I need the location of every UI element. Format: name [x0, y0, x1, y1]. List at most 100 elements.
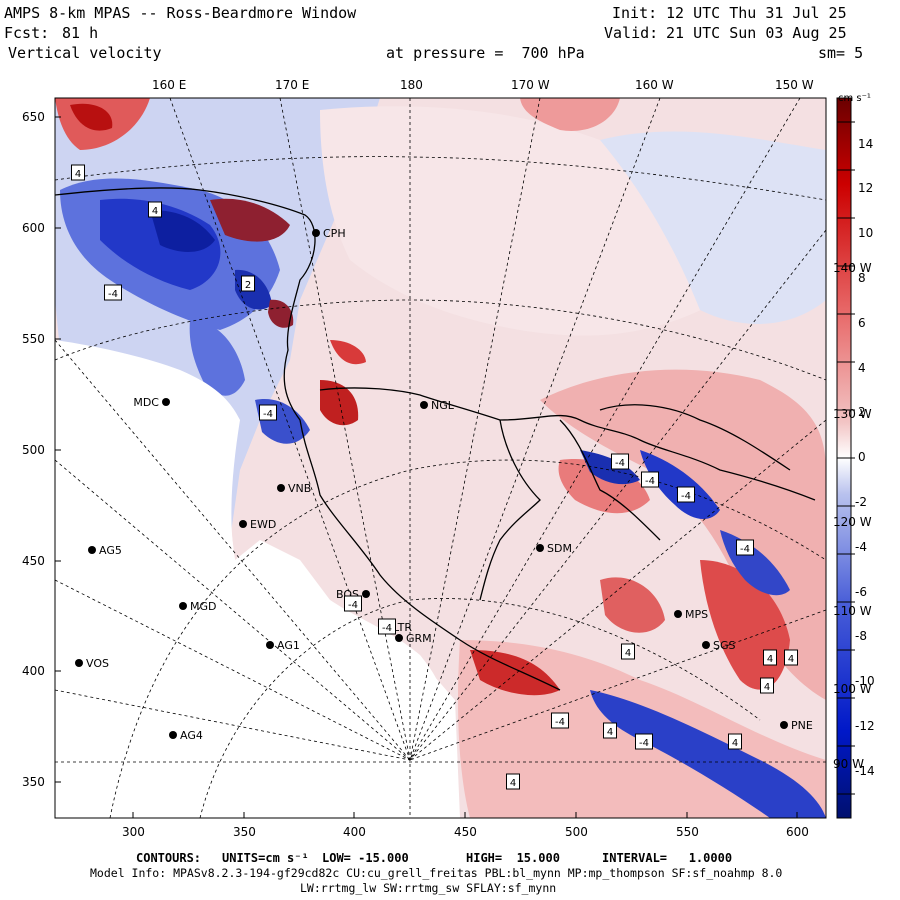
x-tick-label: 600: [786, 825, 809, 839]
contour-label-text: 4: [607, 727, 613, 738]
station-label: MPS: [685, 608, 708, 621]
station-label: PNE: [791, 719, 813, 732]
colorbar-label: 0: [858, 450, 866, 464]
init-time: 12 UTC Thu 31 Jul 25: [666, 4, 847, 22]
contour-label-box: -4: [551, 712, 569, 729]
contour-label-text: -4: [108, 289, 118, 300]
contour-label-box: -4: [736, 539, 754, 556]
meridian-line: [409, 98, 541, 761]
contour-label-box: 4: [71, 164, 85, 181]
descent-core: [150, 210, 215, 252]
contour-label-text: 4: [152, 206, 158, 217]
nw-ascent-core: [70, 103, 113, 131]
colorbar-label: 12: [858, 181, 874, 195]
station-label: VOS: [86, 657, 109, 670]
coastline: [55, 187, 816, 691]
station-mdc: MDC: [133, 396, 170, 409]
east-coast: [599, 404, 791, 471]
coastal-ascent: [330, 340, 366, 365]
station-label: VNB: [288, 482, 311, 495]
x-tick-label: 400: [343, 825, 366, 839]
contour-label-text: -4: [263, 409, 273, 420]
contour-label-text: 4: [75, 169, 81, 180]
ice-shelf-inner: [479, 419, 541, 601]
station-ewd: EWD: [239, 518, 276, 531]
meridian-line: [279, 98, 411, 761]
contour-label-box: -4: [635, 733, 653, 750]
y-tick-label: 600: [22, 221, 45, 235]
lon-label-right: 130 W: [833, 407, 872, 421]
station-label: NGL: [431, 399, 455, 412]
x-tick-label: 350: [233, 825, 256, 839]
contour-label-box: 4: [763, 649, 777, 666]
station-marker: [536, 544, 544, 552]
contour-label-box: -4: [641, 471, 659, 488]
contour-label-box: -4: [378, 618, 396, 635]
mixed-couplet: [268, 299, 294, 328]
x-tick-label: 450: [454, 825, 477, 839]
plot-frame: [54, 97, 827, 819]
contour-label-box: -4: [611, 453, 629, 470]
ne-light-blue: [600, 131, 826, 324]
station-marker: [780, 721, 788, 729]
contour-label-text: 4: [510, 778, 516, 789]
station-sdm: SDM: [536, 542, 572, 555]
y-tick-label: 400: [22, 664, 45, 678]
station-sgs: SGS: [702, 639, 736, 652]
valid-label: Valid:: [604, 24, 659, 42]
station-mps: MPS: [674, 608, 708, 621]
physics-info: LW:rrtmg_lw SW:rrtmg_sw SFLAY:sf_mynn: [300, 881, 557, 895]
station-marker: [266, 641, 274, 649]
contour-label-text: 2: [245, 280, 251, 291]
contour-label-box: 4: [603, 722, 617, 739]
contour-interval: INTERVAL= 1.0000: [602, 851, 733, 865]
station-marker: [362, 590, 370, 598]
lon-label: 170 W: [511, 78, 550, 92]
colorbar-ticks: [837, 121, 855, 795]
contour-label-box: 4: [506, 773, 520, 790]
colorbar-label: 10: [858, 226, 874, 240]
station-label: MGD: [190, 600, 217, 613]
meridian-line: [55, 579, 411, 761]
meridian-line: [409, 609, 826, 761]
colorbar-label: -8: [855, 629, 867, 643]
south-ascent-core: [470, 650, 560, 696]
contour-label-box: -4: [677, 486, 695, 503]
station-ag1: AG1: [266, 639, 300, 652]
n-ascent-region: [520, 98, 620, 131]
parallel-line: [55, 299, 826, 381]
station-marker: [420, 401, 428, 409]
colorbar-label: -6: [855, 585, 867, 599]
station-grm: GRM: [395, 632, 432, 645]
y-tick-label: 500: [22, 443, 45, 457]
colorbar-label: 4: [858, 361, 866, 375]
station-vnb: VNB: [277, 482, 311, 495]
contour-label-text: 4: [625, 648, 631, 659]
station-marker: [162, 398, 170, 406]
contour-label-layer: 4 4 -4 -4 2 -4 -4 4 -4 -4 -4 -4 4 4 -4 4 4 4 -4 4: [71, 164, 798, 790]
lon-label: 180: [400, 78, 423, 92]
x-tick-label: 300: [122, 825, 145, 839]
contour-label-box: 4: [784, 649, 798, 666]
station-cph: CPH: [312, 227, 346, 240]
forecast-hour: 81 h: [62, 24, 99, 42]
station-pne: PNE: [780, 719, 813, 732]
contour-label-box: 4: [728, 733, 742, 750]
station-label: AG5: [99, 544, 122, 557]
lon-label-right: 90 W: [833, 757, 864, 771]
contour-label-text: 4: [764, 682, 770, 693]
lon-label-right: 100 W: [833, 682, 872, 696]
mixed-couplet: [210, 198, 290, 242]
pressure-level: at pressure = 700 hPa: [386, 44, 585, 62]
station-ngl: NGL: [420, 399, 455, 412]
contour-low: LOW= -15.000: [322, 851, 409, 865]
station-marker: [312, 229, 320, 237]
map-title: AMPS 8-km MPAS -- Ross-Beardmore Window: [4, 4, 357, 22]
meridian-line: [55, 339, 411, 761]
station-mgd: MGD: [179, 600, 217, 613]
station-marker: [277, 484, 285, 492]
station-marker: [674, 610, 682, 618]
coastal-ascent: [320, 380, 359, 426]
meridian-line: [409, 229, 826, 761]
colorbar-label: -10: [855, 674, 875, 688]
